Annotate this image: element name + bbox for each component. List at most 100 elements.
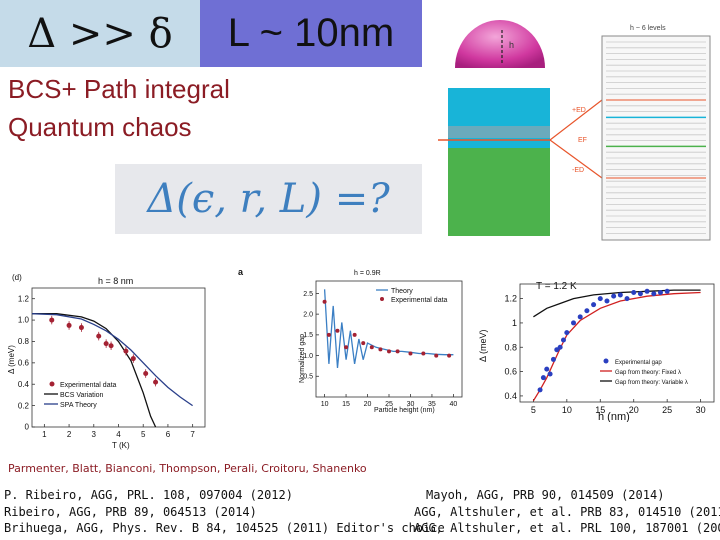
experimental-point [143, 371, 149, 377]
legend-variable: Gap from theory: Variable λ [615, 380, 688, 386]
experimental-gap-point [591, 302, 597, 308]
x-tick-label: 40 [450, 401, 458, 408]
ref-right-2: AGG, Altshuler, et al. PRB 83, 014510 (2… [414, 505, 720, 519]
y-tick-label: 1.2 [18, 294, 30, 303]
level-panel [601, 35, 711, 241]
experimental-point [123, 348, 129, 354]
y-tick-label: 1.5 [303, 332, 313, 339]
delta-relation-box: Δ >> δ [0, 0, 200, 67]
experimental-point [322, 299, 327, 304]
legend-spa: SPA Theory [60, 402, 97, 409]
y-tick-label: 0.8 [18, 337, 30, 346]
x-tick-label: 1 [42, 430, 47, 439]
experimental-gap-point [577, 314, 583, 320]
experimental-point [326, 332, 331, 337]
x-tick-label: 30 [696, 405, 706, 415]
gap-vs-h-chart: T = 1.2 K Δ (meV) h (nm) Experimental ga… [478, 281, 715, 422]
x-tick-label: 2 [67, 430, 72, 439]
nanoparticle-dome [455, 20, 545, 68]
x-tick-label: 7 [190, 430, 195, 439]
x-tick-label: 10 [562, 405, 572, 415]
experimental-gap-point [537, 387, 543, 393]
experimental-gap-point [644, 288, 650, 294]
panel-label-d: (d) [12, 273, 22, 282]
experimental-gap-point [557, 344, 563, 350]
band-level-diagram: h +ED EF -ED h ~ 6 levels [438, 20, 711, 241]
legend-experimental: Experimental data [60, 382, 117, 389]
x-tick-label: 5 [141, 430, 146, 439]
experimental-point [361, 341, 366, 346]
experimental-point [387, 349, 391, 354]
x-tick-label: 25 [662, 405, 672, 415]
experimental-gap-point [560, 337, 566, 343]
legend-marker-experimental [49, 381, 55, 387]
fixed-lambda-line [532, 291, 701, 402]
x-tick-label: 15 [595, 405, 605, 415]
delta-relation-text: Δ >> δ [27, 10, 173, 57]
ref-right-3: AGG, Altshuler, et al. PRL 100, 187001 (… [414, 521, 720, 535]
experimental-point [108, 343, 114, 349]
experimental-point [369, 345, 374, 350]
gap-region [448, 126, 550, 138]
gap-vs-height-chart: a h = 0.9R Normalized gap Particle heigh… [238, 267, 463, 414]
y-tick-label: 0.6 [504, 367, 517, 377]
experimental-gap-point [631, 290, 637, 296]
panel-label-a: a [238, 267, 244, 277]
legend-exp-gap: Experimental gap [615, 360, 662, 366]
ref-right-1: Mayoh, AGG, PRB 90, 014509 (2014) [426, 488, 665, 502]
legend-marker-experimental-mid [380, 297, 384, 301]
spa-theory-line [31, 313, 193, 407]
experimental-point [352, 332, 357, 337]
lower-cutoff-label: -ED [572, 167, 584, 174]
y-tick-label: 1 [512, 318, 517, 328]
y-tick-label: 1.2 [504, 294, 517, 304]
legend-fixed: Gap from theory: Fixed λ [615, 370, 681, 376]
experimental-gap-point [571, 320, 577, 326]
fermi-label: EF [578, 137, 587, 144]
experimental-gap-point [584, 308, 590, 314]
y-tick-label: 1.0 [303, 353, 313, 360]
legend-bcs: BCS Variation [60, 392, 104, 399]
experimental-point [421, 351, 426, 356]
experimental-gap-point [664, 288, 670, 294]
x-tick-label: 3 [92, 430, 97, 439]
size-label-text: L ~ 10nm [227, 11, 395, 55]
experimental-gap-point [547, 371, 553, 377]
experimental-gap-point [550, 356, 556, 362]
plot-frame [519, 283, 715, 403]
experimental-point [130, 356, 136, 362]
experimental-point [344, 345, 349, 350]
gap-vs-temperature-chart: (d) h = 8 nm Δ (meV) T (K) Experimental … [7, 273, 206, 450]
experimental-gap-point [544, 366, 550, 372]
subtitle-line2: Quantum chaos [8, 112, 192, 142]
chart-mid-ylabel: Normalized gap [299, 334, 306, 383]
experimental-gap-point [651, 291, 657, 297]
y-tick-label: 0 [25, 423, 30, 432]
experimental-gap-point [657, 290, 663, 296]
chart-mid-annotation: h = 0.9R [354, 270, 381, 277]
experimental-point [153, 379, 159, 385]
y-tick-label: 0.5 [303, 374, 313, 381]
experimental-point [66, 322, 72, 328]
y-tick-label: 0.8 [504, 342, 517, 352]
subtitle-line1: BCS+ Path integral [8, 74, 230, 104]
x-tick-label: 4 [116, 430, 121, 439]
experimental-point [78, 325, 84, 331]
x-tick-label: 5 [531, 405, 536, 415]
valence-band [448, 148, 550, 236]
gap-formula-text: Δ(ϵ, r, L) =? [147, 176, 390, 222]
legend-theory: Theory [391, 288, 413, 295]
x-tick-label: 6 [166, 430, 171, 439]
x-tick-label: 35 [428, 401, 436, 408]
y-tick-label: 0.6 [18, 359, 30, 368]
y-tick-label: 0.4 [18, 380, 30, 389]
experimental-point [378, 347, 383, 352]
size-label-box: L ~ 10nm [200, 0, 422, 67]
chart-right-xlabel: h (nm) [598, 411, 630, 422]
x-tick-label: 15 [342, 401, 350, 408]
height-label: h [509, 40, 514, 50]
y-tick-label: 2.5 [303, 291, 313, 298]
chart-left-xlabel: T (K) [112, 441, 130, 450]
energy-levels [606, 41, 706, 234]
chart-right-legend-box [598, 354, 708, 388]
